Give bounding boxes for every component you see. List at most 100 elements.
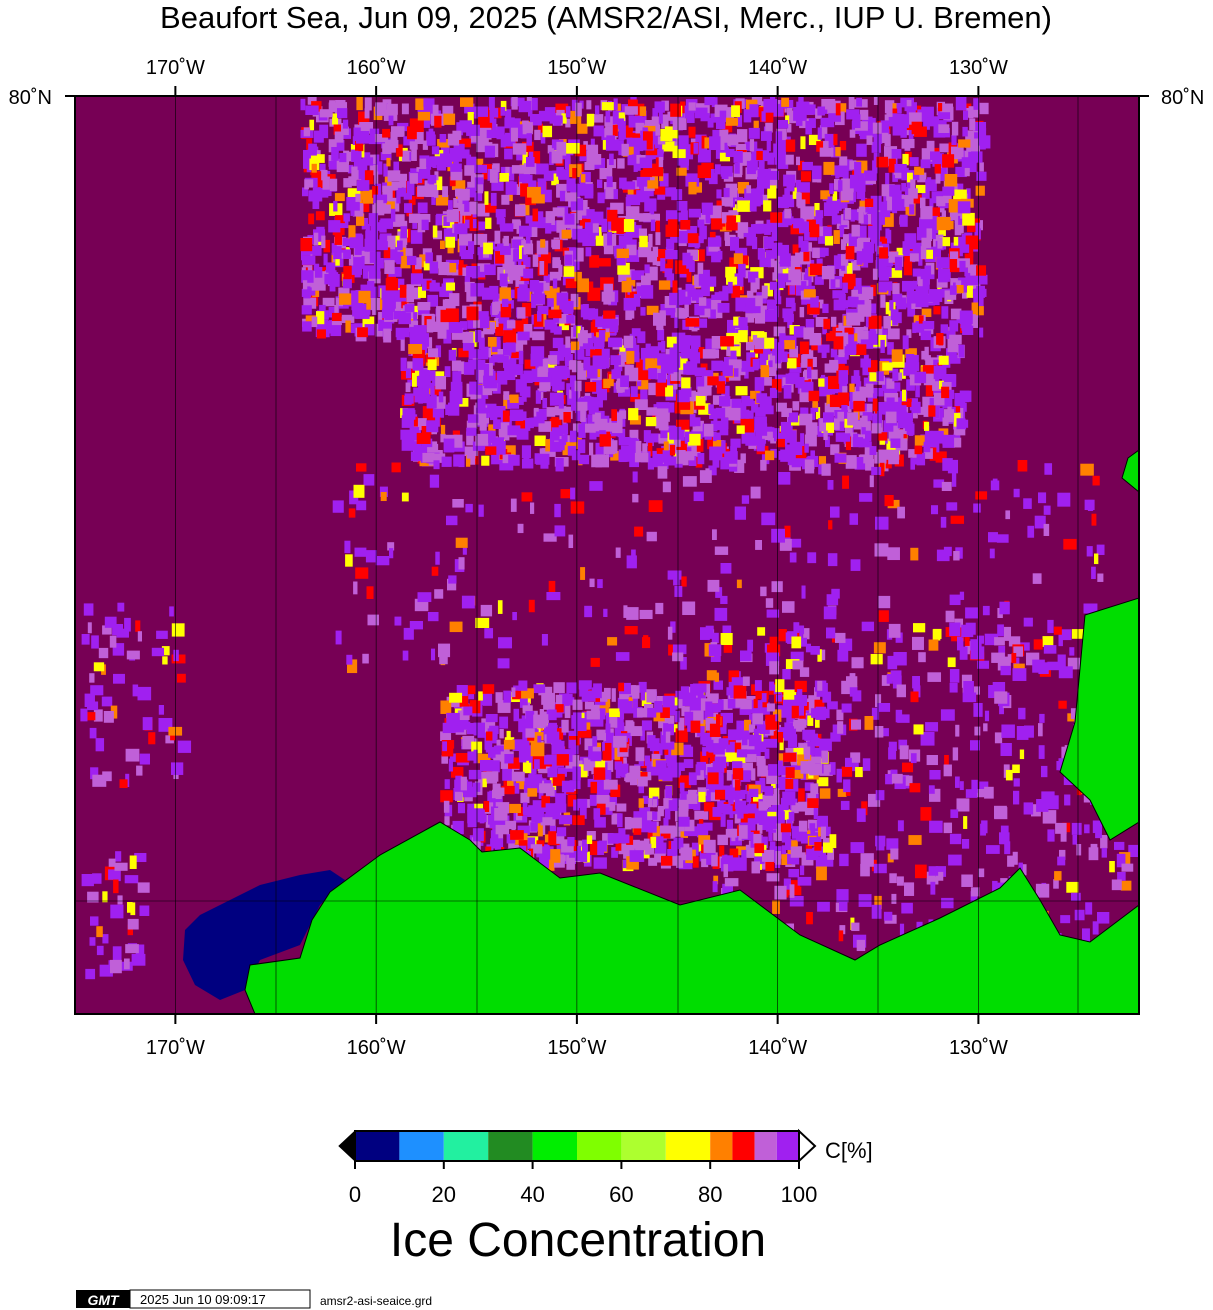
ice-pixel: [485, 203, 497, 213]
ice-pixel: [731, 398, 742, 411]
ice-pixel: [402, 220, 408, 230]
ice-pixel: [758, 809, 767, 820]
ice-pixel: [736, 115, 743, 127]
ice-pixel: [862, 287, 874, 300]
ice-pixel: [390, 208, 396, 222]
ice-pixel: [327, 185, 332, 197]
ice-pixel: [785, 297, 795, 308]
ice-pixel: [302, 321, 312, 332]
ice-pixel: [818, 827, 824, 837]
ice-pixel: [485, 446, 497, 455]
ice-pixel: [834, 179, 840, 190]
ice-pixel: [679, 335, 692, 346]
ice-pixel: [495, 323, 504, 336]
ice-pixel: [892, 190, 902, 205]
ice-pixel: [468, 241, 475, 255]
ice-pixel: [587, 144, 599, 158]
ice-pixel: [637, 776, 648, 787]
ice-pixel: [661, 117, 669, 129]
ice-pixel: [354, 243, 362, 255]
ice-pixel: [1091, 566, 1096, 580]
ice-pixel: [455, 753, 470, 763]
ice-pixel: [530, 844, 543, 854]
ice-pixel: [603, 283, 613, 297]
ice-pixel: [835, 215, 844, 224]
ice-pixel: [538, 686, 553, 696]
ice-pixel: [801, 585, 806, 599]
ice-pixel: [702, 298, 712, 309]
ice-pixel: [933, 306, 941, 315]
ice-pixel: [436, 255, 442, 269]
ice-pixel: [647, 457, 655, 470]
ice-pixel: [464, 211, 478, 222]
ice-pixel: [878, 236, 888, 246]
ice-pixel: [505, 109, 512, 121]
ice-pixel: [460, 776, 467, 791]
ice-pixel: [388, 266, 402, 277]
ice-pixel: [607, 231, 612, 246]
ice-pixel: [570, 501, 585, 514]
ice-pixel: [753, 120, 759, 134]
ice-pixel: [504, 148, 513, 160]
ice-pixel: [747, 818, 756, 833]
ice-pixel: [333, 246, 342, 260]
ice-pixel: [635, 440, 642, 454]
ice-pixel: [927, 177, 932, 187]
ice-pixel: [984, 633, 999, 646]
ice-pixel: [734, 813, 741, 824]
ice-pixel: [824, 133, 835, 148]
ice-pixel: [760, 376, 772, 386]
ice-pixel: [876, 156, 889, 168]
ice-pixel: [803, 327, 815, 340]
ice-pixel: [659, 173, 669, 187]
ice-pixel: [512, 219, 521, 230]
ice-pixel: [545, 439, 551, 452]
ice-pixel: [625, 774, 630, 783]
ice-pixel: [899, 398, 912, 407]
ice-pixel: [791, 302, 796, 312]
ice-pixel: [842, 386, 848, 396]
ice-pixel: [369, 128, 380, 142]
ice-pixel: [743, 227, 756, 238]
ice-pixel: [1094, 553, 1099, 565]
ice-pixel: [703, 269, 710, 281]
ice-pixel: [923, 117, 930, 130]
ice-pixel: [359, 122, 374, 134]
ice-pixel: [899, 369, 906, 379]
ice-pixel: [784, 208, 792, 219]
ice-pixel: [503, 391, 510, 400]
ice-pixel: [1042, 636, 1054, 647]
ice-pixel: [444, 816, 450, 826]
ice-pixel: [809, 837, 822, 846]
ice-pixel: [694, 304, 705, 316]
ice-pixel: [757, 176, 770, 189]
ice-pixel: [383, 328, 392, 343]
ice-pixel: [384, 309, 393, 320]
ice-pixel: [655, 124, 661, 136]
ice-pixel: [807, 715, 814, 726]
ice-pixel: [512, 739, 525, 752]
ice-pixel: [620, 375, 629, 387]
ice-pixel: [896, 113, 905, 123]
ice-pixel: [888, 158, 896, 173]
ice-pixel: [545, 211, 555, 226]
ice-pixel: [441, 145, 450, 156]
ice-pixel: [914, 371, 927, 384]
ice-pixel: [937, 284, 942, 294]
ice-pixel: [749, 202, 757, 212]
ice-pixel: [776, 827, 785, 841]
ice-pixel: [422, 452, 435, 463]
ice-pixel: [850, 761, 859, 772]
ice-pixel: [374, 134, 389, 143]
ice-pixel: [442, 105, 454, 119]
ice-pixel: [1003, 626, 1012, 641]
ice-pixel: [456, 398, 469, 407]
ice-pixel: [816, 866, 827, 881]
ice-pixel: [632, 471, 638, 483]
ice-pixel: [697, 262, 704, 276]
ice-pixel: [553, 296, 560, 311]
ice-pixel: [492, 143, 499, 158]
ice-pixel: [832, 290, 846, 299]
ice-pixel: [411, 147, 417, 161]
ice-pixel: [699, 227, 705, 240]
